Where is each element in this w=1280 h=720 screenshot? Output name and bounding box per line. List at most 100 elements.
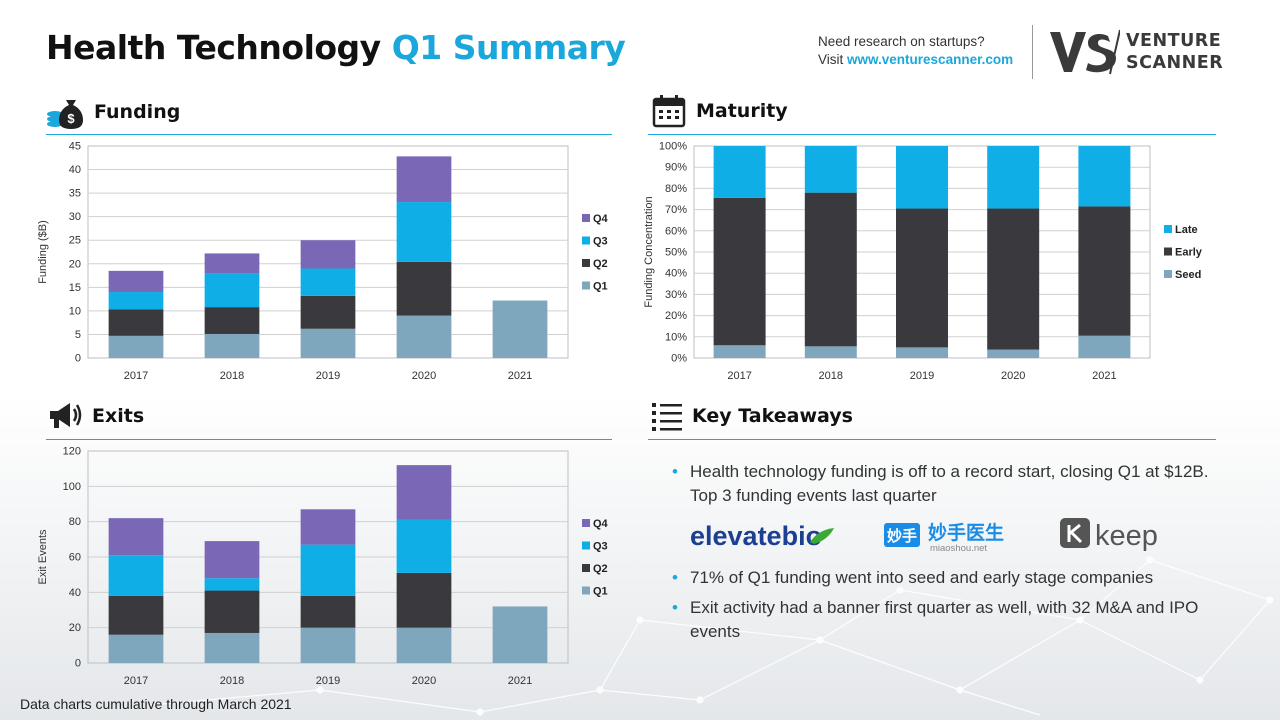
bar-q4 [108,270,164,293]
y-tick-label: 100 [63,481,81,493]
takeaways-section-rule [648,439,1216,440]
money-bag-icon: $ [47,100,83,129]
y-tick-label: 0 [75,658,81,670]
legend-swatch [582,541,590,550]
takeaway-item: Health technology funding is off to a re… [668,460,1228,508]
maturity-section-header: Maturity [652,94,788,128]
miaoshou-logo: 妙手医生 [928,521,1004,544]
bar-q1 [204,333,260,358]
y-tick-label: 70% [665,204,687,216]
bar-q2 [108,309,164,336]
bar-seed [987,349,1040,358]
y-tick-label: 60% [665,225,687,237]
y-tick-label: 30% [665,289,687,301]
y-tick-label: 10% [665,331,687,343]
keep-logo: keep [1095,520,1158,552]
bar-q3 [204,273,260,308]
bar-q4 [300,240,356,269]
bar-q2 [204,307,260,334]
bar-q4 [396,465,452,520]
takeaways-list-cont: 71% of Q1 funding went into seed and ear… [668,566,1228,644]
title-part1: Health Technology [46,28,381,67]
y-tick-label: 120 [63,446,81,458]
exits-section-rule [46,439,612,440]
research-prefix: Visit [818,52,844,67]
bar-seed [804,346,857,358]
bar-q1 [108,335,164,358]
x-tick-label: 2019 [316,675,340,687]
bar-q4 [204,253,260,274]
legend-label: Q3 [593,541,608,553]
legend-swatch [582,564,590,572]
svg-text:$: $ [67,111,75,126]
keep-k-icon [1060,518,1090,548]
x-tick-label: 2020 [412,675,436,687]
bar-q4 [108,518,164,556]
x-tick-label: 2017 [727,370,751,382]
exits-section-title: Exits [92,405,145,427]
legend-label: Q2 [593,258,608,270]
legend-label: Q4 [593,518,609,530]
y-tick-label: 15 [69,282,81,294]
bar-late [804,146,857,193]
takeaway-item: 71% of Q1 funding went into seed and ear… [668,566,1228,590]
bar-q4 [300,509,356,545]
y-axis-label: Funding ($B) [37,220,49,284]
legend-swatch [582,259,590,267]
takeaways-section-header: Key Takeaways [652,400,853,432]
research-line2: Visit www.venturescanner.com [818,51,1013,69]
bar-q2 [396,261,452,316]
bar-q1 [492,606,548,663]
elevatebio-logo: elevatebio [690,521,822,551]
x-tick-label: 2019 [910,370,934,382]
legend-swatch [1164,225,1172,233]
bar-q2 [396,572,452,628]
bar-q3 [300,268,356,296]
legend-swatch [582,236,590,245]
x-tick-label: 2017 [124,675,148,687]
legend-label: Seed [1175,269,1201,281]
calendar-icon [652,95,686,128]
leaf-icon [810,528,834,544]
y-tick-label: 5 [75,329,81,341]
legend-swatch [582,586,590,595]
legend-swatch [582,214,590,222]
bar-q2 [300,295,356,329]
bar-q3 [108,292,164,310]
bar-q3 [396,519,452,573]
bar-q1 [300,328,356,358]
research-promo: Need research on startups? Visit www.ven… [818,33,1013,69]
y-axis-label: Exit Events [37,529,49,585]
legend-label: Q1 [593,281,608,293]
y-tick-label: 45 [69,141,81,153]
bar-early [896,208,948,348]
bar-seed [896,347,948,358]
bar-late [987,146,1040,209]
maturity-section-rule [648,134,1216,135]
y-axis-label: Funding Concentration [643,196,655,307]
y-tick-label: 50% [665,247,687,259]
bar-q1 [396,315,452,358]
y-tick-label: 10 [69,305,81,317]
exits-section-header: Exits [46,400,144,432]
legend-label: Early [1175,247,1203,259]
bar-late [1078,146,1131,207]
bar-late [896,146,948,209]
legend-label: Q3 [593,236,608,248]
bar-q2 [300,595,356,628]
research-link[interactable]: www.venturescanner.com [847,52,1014,67]
y-tick-label: 20% [665,310,687,322]
y-tick-label: 40 [69,587,81,599]
y-tick-label: 80 [69,516,81,528]
y-tick-label: 60 [69,552,81,564]
y-tick-label: 40 [69,164,81,176]
funding-section-rule [46,134,612,135]
bar-q1 [300,627,356,663]
bar-seed [713,345,766,358]
bar-q4 [396,156,452,203]
takeaways-section-title: Key Takeaways [692,405,853,427]
legend-label: Q1 [593,586,608,598]
takeaway-item: Exit activity had a banner first quarter… [668,596,1228,644]
y-tick-label: 0 [75,353,81,365]
